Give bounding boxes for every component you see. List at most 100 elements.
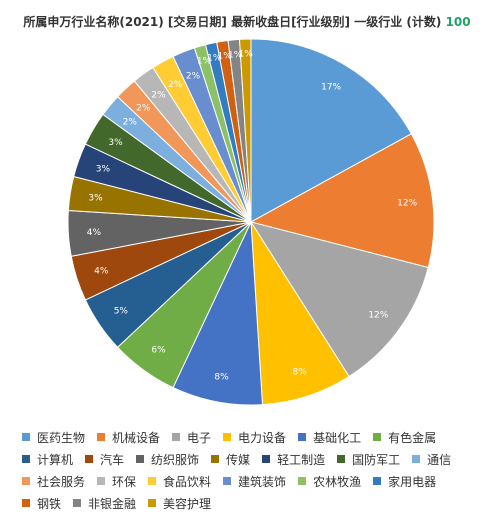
legend-swatch bbox=[148, 499, 157, 507]
legend-swatch bbox=[298, 433, 307, 441]
slice-data-label-22: 1% bbox=[239, 50, 254, 60]
pie-slice-3[interactable] bbox=[249, 221, 429, 378]
legend-swatch bbox=[373, 433, 382, 441]
legend-swatch bbox=[298, 477, 307, 485]
slice-data-label-7: 5% bbox=[114, 306, 129, 316]
pie-slice-1[interactable] bbox=[250, 38, 413, 223]
slice-data-label-12: 3% bbox=[108, 138, 123, 148]
legend-label: 汽车 bbox=[100, 452, 125, 467]
legend-swatch bbox=[22, 455, 30, 463]
legend-label: 家用电器 bbox=[388, 474, 437, 489]
legend-label: 电子 bbox=[187, 430, 212, 445]
legend-label: 轻工制造 bbox=[277, 452, 326, 467]
pie-slice-4[interactable] bbox=[250, 221, 350, 406]
slice-data-label-15: 2% bbox=[151, 91, 166, 101]
legend-swatch bbox=[337, 455, 346, 463]
slice-data-label-16: 2% bbox=[168, 80, 183, 90]
legend-swatch bbox=[148, 477, 157, 485]
legend-item[interactable]: 农林牧渔 bbox=[298, 473, 361, 490]
legend-item[interactable]: 非银金融 bbox=[73, 495, 136, 512]
slice-data-label-5: 8% bbox=[214, 373, 229, 383]
slice-data-label-18: 1% bbox=[197, 56, 212, 66]
legend-swatch bbox=[172, 433, 181, 441]
legend-swatch bbox=[22, 433, 30, 441]
legend-item[interactable]: 医药生物 bbox=[22, 429, 85, 446]
legend-item[interactable]: 建筑装饰 bbox=[223, 473, 286, 490]
chart-legend: 医药生物 机械设备 电子 电力设备 基础化工 有色金属计算机 汽车 纺织服饰 传媒 轻工制造 国防军… bbox=[22, 426, 488, 514]
legend-label: 非银金融 bbox=[88, 496, 137, 511]
legend-swatch bbox=[373, 477, 382, 485]
legend-item[interactable]: 电力设备 bbox=[223, 429, 286, 446]
legend-swatch bbox=[22, 499, 30, 507]
legend-swatch bbox=[97, 477, 106, 485]
legend-swatch bbox=[136, 455, 145, 463]
legend-item[interactable]: 钢铁 bbox=[22, 495, 61, 512]
legend-swatch bbox=[412, 455, 421, 463]
legend-label: 食品饮料 bbox=[163, 474, 212, 489]
legend-item[interactable]: 食品饮料 bbox=[148, 473, 211, 490]
legend-item[interactable]: 基础化工 bbox=[298, 429, 361, 446]
legend-swatch bbox=[97, 433, 106, 441]
count-value: 100 bbox=[445, 15, 471, 29]
legend-item[interactable]: 汽车 bbox=[85, 451, 124, 468]
legend-item[interactable]: 有色金属 bbox=[373, 429, 436, 446]
slice-data-label-20: 1% bbox=[218, 52, 233, 62]
legend-item[interactable]: 计算机 bbox=[22, 451, 73, 468]
legend-row: 计算机 汽车 纺织服饰 传媒 轻工制造 国防军工 通信 bbox=[22, 448, 488, 470]
pie-slice-2[interactable] bbox=[249, 133, 435, 269]
legend-label: 基础化工 bbox=[313, 430, 362, 445]
legend-row: 钢铁 非银金融 美容护理 bbox=[22, 492, 488, 514]
slice-data-label-3: 12% bbox=[368, 311, 388, 321]
legend-label: 计算机 bbox=[37, 452, 74, 467]
legend-swatch bbox=[262, 455, 271, 463]
legend-item[interactable]: 传媒 bbox=[211, 451, 250, 468]
slice-data-label-14: 2% bbox=[136, 103, 151, 113]
chart-title: 所属申万行业名称(2021) [交易日期] 最新收盘日[行业级别] 一级行业 (… bbox=[0, 13, 494, 30]
legend-label: 社会服务 bbox=[37, 474, 86, 489]
slice-data-label-2: 12% bbox=[397, 198, 417, 208]
pie-slice-22[interactable] bbox=[238, 38, 252, 223]
legend-swatch bbox=[22, 477, 30, 485]
slice-data-label-13: 2% bbox=[123, 118, 138, 128]
legend-row: 社会服务 环保 食品饮料 建筑装饰 农林牧渔 家用电器 bbox=[22, 470, 488, 492]
legend-label: 医药生物 bbox=[37, 430, 86, 445]
legend-item[interactable]: 机械设备 bbox=[97, 429, 160, 446]
legend-item[interactable]: 家用电器 bbox=[373, 473, 436, 490]
slice-data-label-21: 1% bbox=[228, 50, 243, 60]
legend-label: 机械设备 bbox=[112, 430, 161, 445]
legend-item[interactable]: 美容护理 bbox=[148, 495, 211, 512]
legend-item[interactable]: 国防军工 bbox=[337, 451, 400, 468]
slice-data-label-8: 4% bbox=[94, 267, 109, 277]
legend-label: 纺织服饰 bbox=[151, 452, 200, 467]
legend-swatch bbox=[223, 477, 232, 485]
legend-label: 环保 bbox=[112, 474, 137, 489]
legend-item[interactable]: 电子 bbox=[172, 429, 211, 446]
legend-label: 农林牧渔 bbox=[313, 474, 362, 489]
legend-item[interactable]: 纺织服饰 bbox=[136, 451, 199, 468]
pie-chart: 17%12%12%8%8%6%5%4%4%3%3%3%2%2%2%2%2%1%1… bbox=[67, 38, 435, 406]
legend-row: 医药生物 机械设备 电子 电力设备 基础化工 有色金属 bbox=[22, 426, 488, 448]
legend-label: 美容护理 bbox=[163, 496, 212, 511]
legend-label: 传媒 bbox=[226, 452, 251, 467]
legend-swatch bbox=[211, 455, 220, 463]
slice-data-label-6: 6% bbox=[151, 345, 166, 355]
slice-data-label-4: 8% bbox=[292, 368, 307, 378]
legend-swatch bbox=[85, 455, 94, 463]
legend-label: 通信 bbox=[427, 452, 452, 467]
legend-item[interactable]: 轻工制造 bbox=[262, 451, 325, 468]
slice-data-label-9: 4% bbox=[87, 228, 102, 238]
slice-data-label-1: 17% bbox=[321, 83, 341, 93]
pie-slice-5[interactable] bbox=[172, 221, 264, 406]
slice-data-label-11: 3% bbox=[96, 165, 111, 175]
legend-item[interactable]: 通信 bbox=[412, 451, 451, 468]
legend-swatch bbox=[223, 433, 232, 441]
chart-title-text: 所属申万行业名称(2021) [交易日期] 最新收盘日[行业级别] 一级行业 (… bbox=[23, 15, 442, 29]
legend-item[interactable]: 环保 bbox=[97, 473, 136, 490]
legend-item[interactable]: 社会服务 bbox=[22, 473, 85, 490]
legend-swatch bbox=[73, 499, 82, 507]
slice-data-label-17: 2% bbox=[186, 72, 201, 82]
legend-label: 钢铁 bbox=[37, 496, 62, 511]
legend-label: 电力设备 bbox=[238, 430, 287, 445]
slice-data-label-10: 3% bbox=[88, 193, 103, 203]
